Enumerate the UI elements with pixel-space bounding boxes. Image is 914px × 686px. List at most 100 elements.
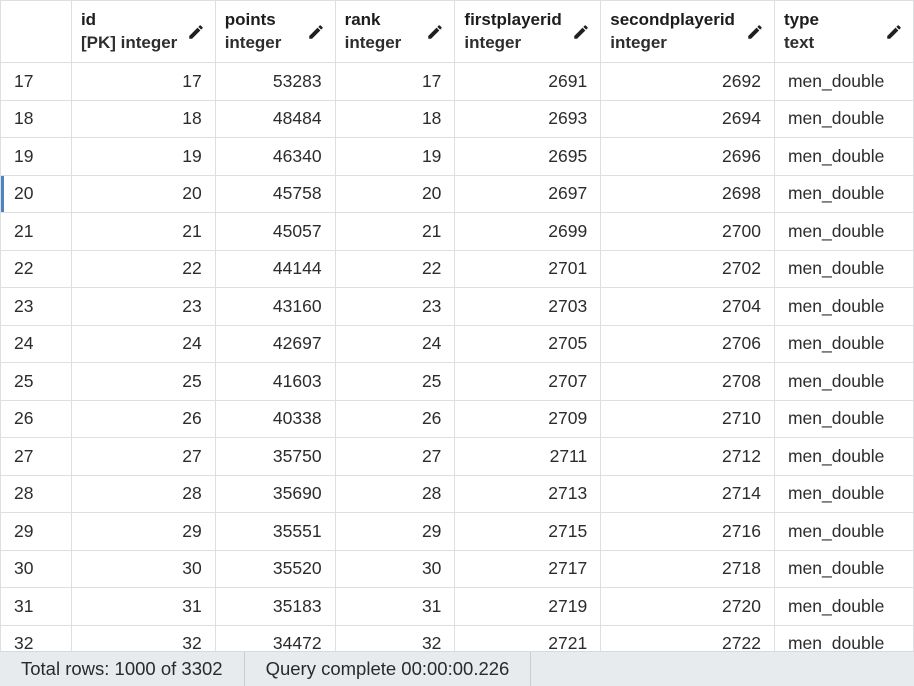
table-row[interactable]: 32 32 34472 32 2721 2722 men_double [0, 625, 914, 651]
row-number[interactable]: 28 [0, 475, 72, 513]
cell-firstplayerid[interactable]: 2713 [454, 475, 602, 513]
cell-firstplayerid[interactable]: 2721 [454, 625, 602, 651]
row-number-header[interactable] [0, 0, 72, 63]
cell-points[interactable]: 44144 [215, 250, 336, 288]
pencil-icon[interactable] [426, 23, 444, 41]
cell-id[interactable]: 21 [71, 212, 216, 251]
cell-id[interactable]: 26 [71, 400, 216, 438]
cell-rank[interactable]: 18 [335, 100, 456, 138]
cell-firstplayerid[interactable]: 2703 [454, 287, 602, 326]
cell-type[interactable]: men_double [774, 587, 914, 626]
cell-firstplayerid[interactable]: 2691 [454, 62, 602, 101]
cell-points[interactable]: 45758 [215, 175, 336, 213]
table-row[interactable]: 25 25 41603 25 2707 2708 men_double [0, 362, 914, 401]
cell-rank[interactable]: 32 [335, 625, 456, 651]
cell-type[interactable]: men_double [774, 137, 914, 176]
row-number[interactable]: 30 [0, 550, 72, 588]
cell-type[interactable]: men_double [774, 100, 914, 138]
cell-type[interactable]: men_double [774, 287, 914, 326]
cell-type[interactable]: men_double [774, 62, 914, 101]
row-number[interactable]: 31 [0, 587, 72, 626]
cell-id[interactable]: 23 [71, 287, 216, 326]
cell-rank[interactable]: 28 [335, 475, 456, 513]
table-row[interactable]: 19 19 46340 19 2695 2696 men_double [0, 137, 914, 176]
cell-firstplayerid[interactable]: 2709 [454, 400, 602, 438]
table-row[interactable]: 18 18 48484 18 2693 2694 men_double [0, 100, 914, 138]
row-number[interactable]: 21 [0, 212, 72, 251]
table-row[interactable]: 17 17 53283 17 2691 2692 men_double [0, 62, 914, 101]
column-header-id[interactable]: id [PK] integer [71, 0, 216, 63]
cell-firstplayerid[interactable]: 2719 [454, 587, 602, 626]
cell-rank[interactable]: 19 [335, 137, 456, 176]
pencil-icon[interactable] [572, 23, 590, 41]
cell-firstplayerid[interactable]: 2707 [454, 362, 602, 401]
cell-firstplayerid[interactable]: 2695 [454, 137, 602, 176]
cell-secondplayerid[interactable]: 2712 [600, 437, 775, 476]
row-number[interactable]: 23 [0, 287, 72, 326]
cell-rank[interactable]: 26 [335, 400, 456, 438]
cell-points[interactable]: 42697 [215, 325, 336, 363]
cell-secondplayerid[interactable]: 2700 [600, 212, 775, 251]
cell-points[interactable]: 53283 [215, 62, 336, 101]
cell-points[interactable]: 35750 [215, 437, 336, 476]
cell-id[interactable]: 31 [71, 587, 216, 626]
cell-rank[interactable]: 17 [335, 62, 456, 101]
cell-points[interactable]: 43160 [215, 287, 336, 326]
cell-secondplayerid[interactable]: 2714 [600, 475, 775, 513]
cell-points[interactable]: 46340 [215, 137, 336, 176]
cell-rank[interactable]: 24 [335, 325, 456, 363]
cell-type[interactable]: men_double [774, 475, 914, 513]
cell-id[interactable]: 25 [71, 362, 216, 401]
cell-rank[interactable]: 21 [335, 212, 456, 251]
cell-secondplayerid[interactable]: 2694 [600, 100, 775, 138]
cell-firstplayerid[interactable]: 2711 [454, 437, 602, 476]
cell-type[interactable]: men_double [774, 325, 914, 363]
cell-secondplayerid[interactable]: 2702 [600, 250, 775, 288]
cell-firstplayerid[interactable]: 2697 [454, 175, 602, 213]
cell-points[interactable]: 34472 [215, 625, 336, 651]
cell-firstplayerid[interactable]: 2699 [454, 212, 602, 251]
cell-id[interactable]: 17 [71, 62, 216, 101]
cell-rank[interactable]: 27 [335, 437, 456, 476]
pencil-icon[interactable] [307, 23, 325, 41]
cell-points[interactable]: 45057 [215, 212, 336, 251]
pencil-icon[interactable] [885, 23, 903, 41]
row-number[interactable]: 20 [0, 175, 72, 213]
row-number[interactable]: 27 [0, 437, 72, 476]
cell-rank[interactable]: 20 [335, 175, 456, 213]
row-number[interactable]: 32 [0, 625, 72, 651]
row-number[interactable]: 18 [0, 100, 72, 138]
cell-rank[interactable]: 30 [335, 550, 456, 588]
table-row[interactable]: 27 27 35750 27 2711 2712 men_double [0, 437, 914, 476]
row-number[interactable]: 19 [0, 137, 72, 176]
cell-points[interactable]: 41603 [215, 362, 336, 401]
table-row[interactable]: 30 30 35520 30 2717 2718 men_double [0, 550, 914, 588]
cell-firstplayerid[interactable]: 2705 [454, 325, 602, 363]
cell-rank[interactable]: 25 [335, 362, 456, 401]
cell-type[interactable]: men_double [774, 212, 914, 251]
cell-type[interactable]: men_double [774, 400, 914, 438]
cell-id[interactable]: 18 [71, 100, 216, 138]
cell-id[interactable]: 28 [71, 475, 216, 513]
cell-id[interactable]: 30 [71, 550, 216, 588]
column-header-points[interactable]: points integer [215, 0, 336, 63]
cell-rank[interactable]: 23 [335, 287, 456, 326]
cell-secondplayerid[interactable]: 2696 [600, 137, 775, 176]
row-number[interactable]: 24 [0, 325, 72, 363]
row-number[interactable]: 25 [0, 362, 72, 401]
cell-points[interactable]: 35690 [215, 475, 336, 513]
column-header-rank[interactable]: rank integer [335, 0, 456, 63]
row-number[interactable]: 29 [0, 512, 72, 551]
cell-rank[interactable]: 31 [335, 587, 456, 626]
cell-firstplayerid[interactable]: 2717 [454, 550, 602, 588]
cell-rank[interactable]: 22 [335, 250, 456, 288]
cell-id[interactable]: 27 [71, 437, 216, 476]
cell-id[interactable]: 22 [71, 250, 216, 288]
cell-id[interactable]: 24 [71, 325, 216, 363]
cell-id[interactable]: 32 [71, 625, 216, 651]
cell-id[interactable]: 29 [71, 512, 216, 551]
cell-id[interactable]: 20 [71, 175, 216, 213]
table-row[interactable]: 29 29 35551 29 2715 2716 men_double [0, 512, 914, 551]
cell-secondplayerid[interactable]: 2718 [600, 550, 775, 588]
table-row[interactable]: 26 26 40338 26 2709 2710 men_double [0, 400, 914, 438]
